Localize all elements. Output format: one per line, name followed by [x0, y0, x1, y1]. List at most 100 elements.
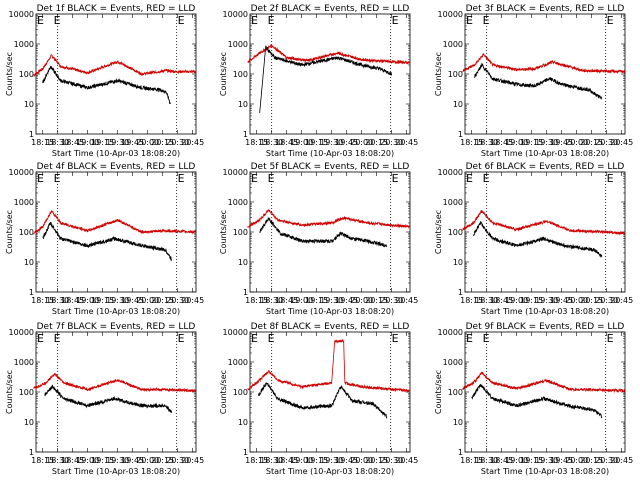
- x-tick-label: 18:45: [61, 296, 84, 305]
- x-tick-label: 19:15: [91, 296, 114, 305]
- lld-series-line: [247, 208, 411, 229]
- plot-frame: [249, 13, 411, 135]
- y-tick-label: 10000: [9, 10, 34, 19]
- x-tick-label: 19:30: [320, 456, 343, 465]
- x-axis-label: Start Time (10-Apr-03 18:08:20): [266, 307, 394, 316]
- interval-marker: E: [392, 332, 399, 345]
- x-tick-label: 20:15: [580, 138, 603, 147]
- interval-marker: E: [54, 332, 61, 345]
- x-tick-label: 18:30: [260, 296, 283, 305]
- events-series-line: [42, 221, 173, 262]
- events-series-line: [259, 216, 388, 248]
- x-tick-label: 19:00: [505, 456, 528, 465]
- y-tick-label: 10: [24, 100, 34, 109]
- y-tick-label: 10000: [438, 10, 463, 19]
- x-tick-label: 18:45: [61, 138, 84, 147]
- panel-title: Det 9f BLACK = Events, RED = LLD: [466, 322, 625, 332]
- interval-marker: E: [466, 14, 473, 27]
- x-tick-label: 20:00: [136, 296, 159, 305]
- y-tick-label: 1: [29, 288, 34, 297]
- panel-title: Det 8f BLACK = Events, RED = LLD: [251, 322, 410, 332]
- y-tick-label: 10: [238, 258, 248, 267]
- x-tick-label: 19:00: [290, 296, 313, 305]
- panel-title: Det 7f BLACK = Events, RED = LLD: [37, 322, 196, 332]
- x-tick-label: 19:15: [520, 138, 543, 147]
- y-axis-label: Counts/sec: [219, 52, 228, 96]
- x-tick-label: 20:00: [136, 456, 159, 465]
- interval-marker: E: [37, 172, 44, 185]
- x-tick-label: 18:15: [245, 296, 268, 305]
- y-tick-label: 100: [448, 70, 463, 79]
- plot-frame: [35, 331, 197, 453]
- panel-6: Det 6f BLACK = Events, RED = LLD 1 10 100 10…: [434, 162, 633, 316]
- x-tick-label: 19:00: [76, 456, 99, 465]
- x-tick-label: 19:45: [550, 296, 573, 305]
- x-tick-label: 19:15: [305, 456, 328, 465]
- y-tick-label: 10000: [9, 168, 34, 177]
- y-axis-label: Counts/sec: [434, 210, 443, 254]
- x-tick-label: 19:15: [520, 296, 543, 305]
- x-tick-label: 18:30: [46, 138, 69, 147]
- x-tick-label: 20:15: [151, 296, 174, 305]
- x-axis-label: Start Time (10-Apr-03 18:08:20): [52, 467, 180, 476]
- lld-series-line: [33, 373, 197, 393]
- interval-marker: E: [178, 14, 185, 27]
- x-tick-label: 18:45: [275, 138, 298, 147]
- lld-series-line: [462, 209, 626, 236]
- y-axis-label: Counts/sec: [219, 370, 228, 414]
- plot-frame: [249, 331, 411, 453]
- x-tick-label: 19:15: [305, 138, 328, 147]
- y-tick-label: 1: [29, 130, 34, 139]
- x-axis-label: Start Time (10-Apr-03 18:08:20): [52, 307, 180, 316]
- y-axis-label: Counts/sec: [5, 52, 14, 96]
- x-tick-label: 18:45: [490, 296, 513, 305]
- x-tick-label: 20:00: [350, 138, 373, 147]
- x-tick-label: 18:30: [260, 138, 283, 147]
- panel-title: Det 3f BLACK = Events, RED = LLD: [466, 4, 625, 14]
- events-series-line: [259, 44, 393, 114]
- y-tick-label: 1000: [443, 358, 463, 367]
- x-tick-label: 19:45: [550, 138, 573, 147]
- x-tick-label: 18:15: [460, 456, 483, 465]
- y-tick-label: 1: [29, 448, 34, 457]
- x-tick-label: 20:00: [350, 456, 373, 465]
- x-tick-label: 20:30: [380, 456, 403, 465]
- y-tick-label: 1: [243, 288, 248, 297]
- y-tick-label: 10: [238, 418, 248, 427]
- x-tick-label: 20:00: [136, 138, 159, 147]
- y-axis-label: Counts/sec: [434, 52, 443, 96]
- interval-marker: E: [483, 172, 490, 185]
- x-tick-label: 20:45: [395, 138, 418, 147]
- y-tick-label: 100: [19, 388, 34, 397]
- x-tick-label: 20:15: [365, 296, 388, 305]
- x-tick-label: 18:30: [475, 138, 498, 147]
- x-axis-label: Start Time (10-Apr-03 18:08:20): [266, 149, 394, 158]
- y-tick-label: 100: [233, 70, 248, 79]
- x-tick-label: 20:00: [565, 456, 588, 465]
- panel-title: Det 6f BLACK = Events, RED = LLD: [466, 162, 625, 172]
- panel-title: Det 4f BLACK = Events, RED = LLD: [37, 162, 196, 172]
- x-tick-label: 20:15: [580, 296, 603, 305]
- x-tick-label: 19:15: [520, 456, 543, 465]
- x-tick-label: 20:45: [610, 456, 633, 465]
- interval-marker: E: [607, 14, 614, 27]
- x-tick-label: 19:30: [106, 456, 129, 465]
- x-tick-label: 19:30: [106, 296, 129, 305]
- x-tick-label: 19:45: [335, 296, 358, 305]
- x-tick-label: 20:30: [595, 456, 618, 465]
- interval-marker: E: [37, 332, 44, 345]
- lld-series-line: [462, 53, 626, 75]
- x-tick-label: 20:30: [166, 456, 189, 465]
- lld-series-line: [247, 338, 411, 393]
- x-tick-label: 20:15: [365, 138, 388, 147]
- x-tick-label: 19:15: [305, 296, 328, 305]
- y-tick-label: 10000: [223, 10, 248, 19]
- interval-marker: E: [251, 14, 258, 27]
- y-tick-label: 10000: [223, 168, 248, 177]
- x-tick-label: 19:30: [535, 456, 558, 465]
- y-tick-label: 100: [233, 228, 248, 237]
- y-tick-label: 10000: [9, 328, 34, 337]
- plot-frame: [249, 171, 411, 293]
- x-tick-label: 19:00: [290, 456, 313, 465]
- interval-marker: E: [607, 172, 614, 185]
